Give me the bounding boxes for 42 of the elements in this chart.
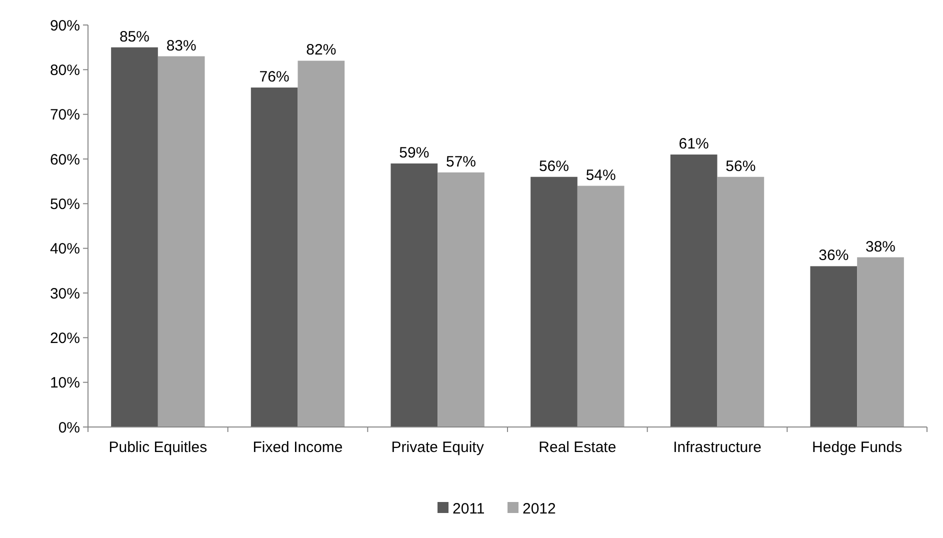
x-tick-label: Infrastructure [673,439,762,456]
y-tick-label: 70% [50,106,80,124]
x-tick-label: Real Estate [538,439,616,456]
bar [250,88,298,427]
data-label: 57% [446,153,476,170]
y-tick-label: 20% [50,330,80,347]
y-tick-label: 80% [50,62,80,79]
data-label: 38% [865,238,896,256]
bar [530,176,578,427]
data-label: 56% [726,158,756,175]
bar [857,257,904,427]
bar [577,186,624,427]
bar [298,60,345,427]
bar [111,47,158,427]
x-tick-label: Hedge Funds [812,439,902,456]
x-tick-label: Public Equitles [108,439,208,456]
y-tick-label: 50% [50,196,80,213]
x-tick-label: Private Equity [391,439,484,456]
y-tick-label: 0% [58,419,80,436]
y-tick-label: 60% [50,151,80,168]
data-label: 56% [538,158,570,175]
data-label: 83% [166,37,196,54]
x-tick-label: Fixed Income [252,439,343,456]
y-tick-label: 30% [50,285,80,302]
data-label: 59% [399,144,430,162]
bar [670,154,718,427]
data-label: 85% [119,28,150,46]
bar [390,163,438,427]
data-label: 82% [306,42,336,59]
data-label: 54% [586,166,616,184]
bar [717,176,764,427]
y-tick-label: 90% [50,17,80,34]
data-label: 61% [678,136,709,153]
legend-label: 2011 [452,500,485,518]
data-label: 76% [259,68,290,86]
y-tick-label: 40% [50,240,80,258]
y-tick-label: 10% [50,374,80,392]
legend-label: 2012 [522,500,556,518]
bar [438,172,484,427]
bar [158,56,205,427]
data-label: 36% [818,247,849,264]
bar [810,266,858,427]
